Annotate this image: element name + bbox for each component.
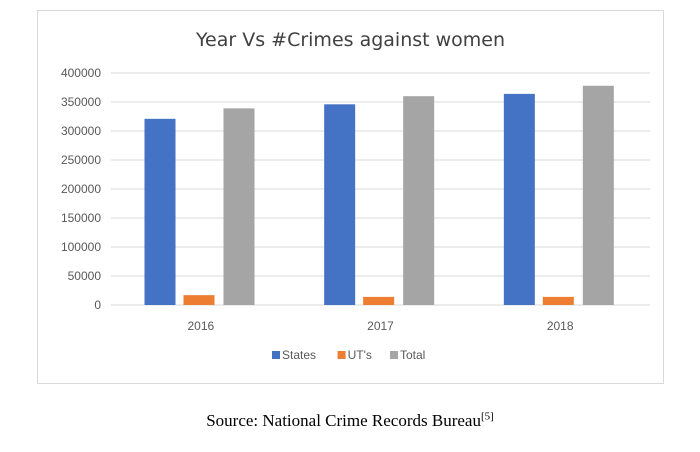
caption-text: Source: National Crime Records Bureau	[206, 411, 481, 430]
bar-ut-s-2017	[363, 296, 395, 305]
y-tick-label: 0	[94, 298, 101, 312]
chart-frame: Year Vs #Crimes against women	[37, 10, 664, 384]
caption-reference: [5]	[480, 410, 494, 423]
bar-total-2017	[403, 96, 435, 305]
y-tick-label: 350000	[61, 95, 101, 109]
legend-label: States	[282, 348, 316, 362]
bar-states-2017	[324, 104, 356, 305]
legend-swatch-total	[390, 351, 398, 359]
source-caption: Source: National Crime Records Bureau[5]	[0, 411, 700, 431]
x-tick-label: 2016	[187, 319, 214, 333]
x-tick-label: 2018	[547, 319, 574, 333]
y-tick-label: 250000	[61, 153, 101, 167]
legend-label: UT's	[348, 348, 372, 362]
legend-swatch-states	[272, 351, 280, 359]
y-tick-label: 400000	[61, 66, 101, 80]
y-tick-label: 300000	[61, 124, 101, 138]
x-tick-label: 2017	[367, 319, 394, 333]
bar-ut-s-2018	[542, 296, 574, 305]
y-tick-label: 100000	[61, 240, 101, 254]
y-tick-label: 150000	[61, 211, 101, 225]
bar-states-2016	[144, 118, 176, 305]
y-tick-label: 200000	[61, 182, 101, 196]
bar-states-2018	[503, 93, 535, 305]
legend-swatch-ut-s	[337, 351, 346, 359]
bar-total-2018	[582, 85, 614, 305]
legend-label: Total	[400, 348, 425, 362]
bar-total-2016	[223, 108, 255, 305]
y-tick-label: 50000	[68, 269, 102, 283]
bar-ut-s-2016	[183, 295, 215, 305]
chart-title: Year Vs #Crimes against women	[195, 29, 506, 51]
